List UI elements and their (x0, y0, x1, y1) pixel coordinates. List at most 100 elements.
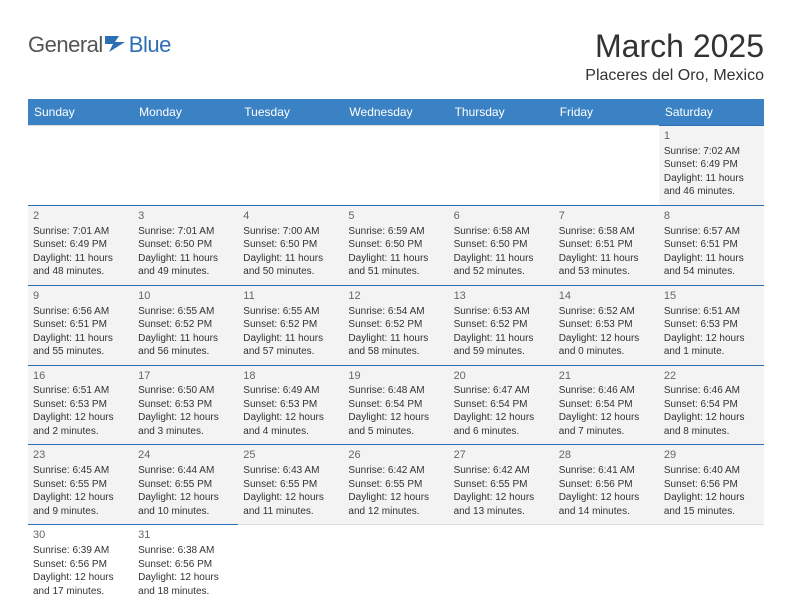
page-header: General Blue March 2025 Placeres del Oro,… (28, 28, 764, 85)
sunset-text: Sunset: 6:49 PM (664, 158, 759, 172)
day-number: 6 (454, 209, 549, 224)
daylight-text: Daylight: 11 hours and 57 minutes. (243, 332, 338, 359)
title-block: March 2025 Placeres del Oro, Mexico (585, 28, 764, 85)
calendar-cell-empty (554, 524, 659, 604)
daylight-text: Daylight: 11 hours and 59 minutes. (454, 332, 549, 359)
calendar-cell: 2Sunrise: 7:01 AMSunset: 6:49 PMDaylight… (28, 205, 133, 285)
sunset-text: Sunset: 6:53 PM (559, 318, 654, 332)
sunrise-text: Sunrise: 6:58 AM (559, 225, 654, 239)
sunrise-text: Sunrise: 6:40 AM (664, 464, 759, 478)
calendar-cell: 18Sunrise: 6:49 AMSunset: 6:53 PMDayligh… (238, 365, 343, 445)
sunset-text: Sunset: 6:50 PM (454, 238, 549, 252)
sunset-text: Sunset: 6:52 PM (454, 318, 549, 332)
logo-text-blue: Blue (129, 32, 171, 58)
daylight-text: Daylight: 11 hours and 54 minutes. (664, 252, 759, 279)
sunrise-text: Sunrise: 6:51 AM (33, 384, 128, 398)
sunrise-text: Sunrise: 6:55 AM (138, 305, 233, 319)
sunrise-text: Sunrise: 6:42 AM (454, 464, 549, 478)
calendar-cell: 30Sunrise: 6:39 AMSunset: 6:56 PMDayligh… (28, 524, 133, 604)
day-number: 11 (243, 289, 338, 304)
sunrise-text: Sunrise: 6:58 AM (454, 225, 549, 239)
calendar-week: 2Sunrise: 7:01 AMSunset: 6:49 PMDaylight… (28, 205, 764, 285)
flag-icon (105, 32, 127, 58)
calendar-cell: 13Sunrise: 6:53 AMSunset: 6:52 PMDayligh… (449, 285, 554, 365)
calendar-cell: 10Sunrise: 6:55 AMSunset: 6:52 PMDayligh… (133, 285, 238, 365)
calendar-cell-empty (659, 524, 764, 604)
day-number: 24 (138, 448, 233, 463)
sunrise-text: Sunrise: 6:45 AM (33, 464, 128, 478)
daylight-text: Daylight: 12 hours and 13 minutes. (454, 491, 549, 518)
calendar-cell: 25Sunrise: 6:43 AMSunset: 6:55 PMDayligh… (238, 444, 343, 524)
sunrise-text: Sunrise: 7:01 AM (138, 225, 233, 239)
calendar-grid: SundayMondayTuesdayWednesdayThursdayFrid… (28, 99, 764, 604)
daylight-text: Daylight: 11 hours and 46 minutes. (664, 172, 759, 199)
sunset-text: Sunset: 6:53 PM (243, 398, 338, 412)
sunrise-text: Sunrise: 6:51 AM (664, 305, 759, 319)
sunset-text: Sunset: 6:54 PM (348, 398, 443, 412)
day-number: 23 (33, 448, 128, 463)
calendar-cell: 3Sunrise: 7:01 AMSunset: 6:50 PMDaylight… (133, 205, 238, 285)
daylight-text: Daylight: 11 hours and 55 minutes. (33, 332, 128, 359)
sunset-text: Sunset: 6:56 PM (559, 478, 654, 492)
daylight-text: Daylight: 12 hours and 8 minutes. (664, 411, 759, 438)
day-number: 8 (664, 209, 759, 224)
day-number: 22 (664, 369, 759, 384)
day-number: 2 (33, 209, 128, 224)
calendar-cell: 31Sunrise: 6:38 AMSunset: 6:56 PMDayligh… (133, 524, 238, 604)
day-number: 3 (138, 209, 233, 224)
calendar-page: General Blue March 2025 Placeres del Oro,… (0, 0, 792, 604)
sunrise-text: Sunrise: 6:57 AM (664, 225, 759, 239)
calendar-cell: 11Sunrise: 6:55 AMSunset: 6:52 PMDayligh… (238, 285, 343, 365)
sunrise-text: Sunrise: 6:56 AM (33, 305, 128, 319)
daylight-text: Daylight: 12 hours and 0 minutes. (559, 332, 654, 359)
calendar-cell-empty (28, 125, 133, 205)
daylight-text: Daylight: 11 hours and 48 minutes. (33, 252, 128, 279)
calendar-cell-empty (343, 524, 448, 604)
sunset-text: Sunset: 6:55 PM (454, 478, 549, 492)
day-number: 27 (454, 448, 549, 463)
calendar-cell: 28Sunrise: 6:41 AMSunset: 6:56 PMDayligh… (554, 444, 659, 524)
weekday-header: Saturday (659, 99, 764, 125)
sunset-text: Sunset: 6:55 PM (138, 478, 233, 492)
calendar-cell: 6Sunrise: 6:58 AMSunset: 6:50 PMDaylight… (449, 205, 554, 285)
daylight-text: Daylight: 11 hours and 56 minutes. (138, 332, 233, 359)
logo-text-general: General (28, 32, 103, 58)
daylight-text: Daylight: 12 hours and 2 minutes. (33, 411, 128, 438)
day-number: 12 (348, 289, 443, 304)
daylight-text: Daylight: 12 hours and 3 minutes. (138, 411, 233, 438)
weekday-header: Thursday (449, 99, 554, 125)
sunset-text: Sunset: 6:52 PM (243, 318, 338, 332)
sunset-text: Sunset: 6:51 PM (664, 238, 759, 252)
calendar-cell-empty (133, 125, 238, 205)
calendar-cell: 21Sunrise: 6:46 AMSunset: 6:54 PMDayligh… (554, 365, 659, 445)
sunset-text: Sunset: 6:52 PM (138, 318, 233, 332)
day-number: 1 (664, 129, 759, 144)
calendar-cell: 16Sunrise: 6:51 AMSunset: 6:53 PMDayligh… (28, 365, 133, 445)
calendar-cell: 26Sunrise: 6:42 AMSunset: 6:55 PMDayligh… (343, 444, 448, 524)
calendar-cell-empty (449, 125, 554, 205)
day-number: 4 (243, 209, 338, 224)
weekday-header: Monday (133, 99, 238, 125)
daylight-text: Daylight: 12 hours and 4 minutes. (243, 411, 338, 438)
calendar-cell: 7Sunrise: 6:58 AMSunset: 6:51 PMDaylight… (554, 205, 659, 285)
sunset-text: Sunset: 6:54 PM (664, 398, 759, 412)
day-number: 20 (454, 369, 549, 384)
daylight-text: Daylight: 12 hours and 11 minutes. (243, 491, 338, 518)
calendar-cell: 19Sunrise: 6:48 AMSunset: 6:54 PMDayligh… (343, 365, 448, 445)
page-title: March 2025 (585, 28, 764, 65)
daylight-text: Daylight: 12 hours and 15 minutes. (664, 491, 759, 518)
day-number: 15 (664, 289, 759, 304)
calendar-cell: 15Sunrise: 6:51 AMSunset: 6:53 PMDayligh… (659, 285, 764, 365)
sunrise-text: Sunrise: 6:38 AM (138, 544, 233, 558)
day-number: 14 (559, 289, 654, 304)
sunrise-text: Sunrise: 6:52 AM (559, 305, 654, 319)
calendar-cell-empty (449, 524, 554, 604)
sunset-text: Sunset: 6:55 PM (348, 478, 443, 492)
daylight-text: Daylight: 12 hours and 10 minutes. (138, 491, 233, 518)
weekday-header: Wednesday (343, 99, 448, 125)
daylight-text: Daylight: 11 hours and 50 minutes. (243, 252, 338, 279)
sunset-text: Sunset: 6:50 PM (138, 238, 233, 252)
sunrise-text: Sunrise: 7:01 AM (33, 225, 128, 239)
day-number: 21 (559, 369, 654, 384)
calendar-cell: 5Sunrise: 6:59 AMSunset: 6:50 PMDaylight… (343, 205, 448, 285)
